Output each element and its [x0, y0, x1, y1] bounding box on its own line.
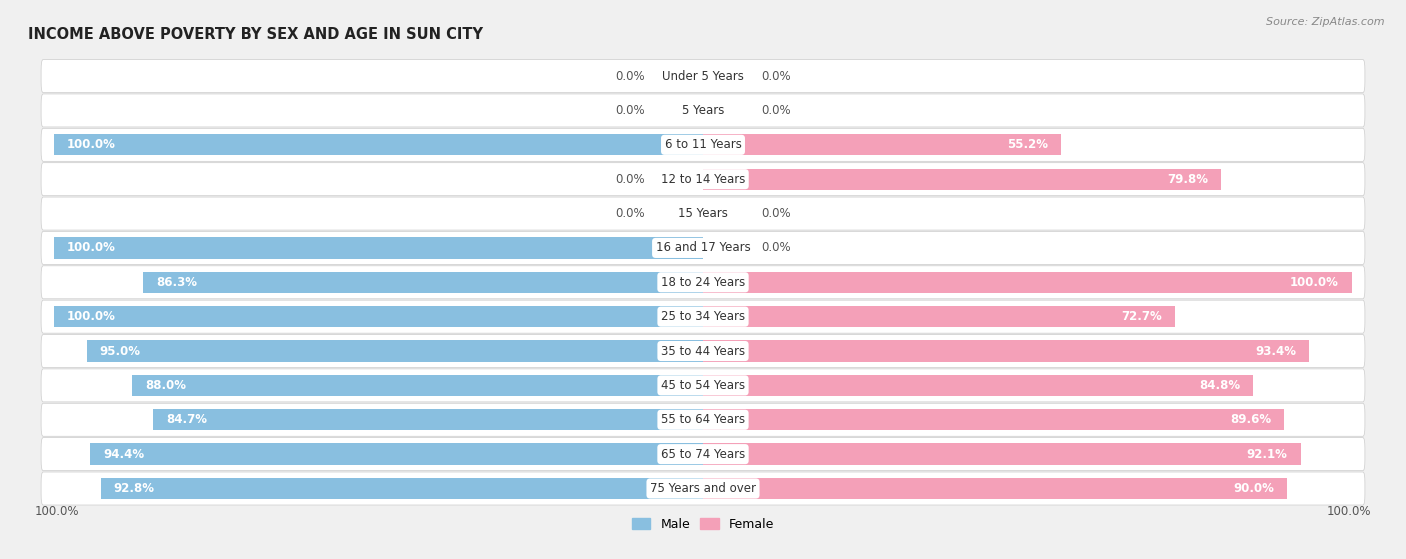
FancyBboxPatch shape [41, 94, 1365, 127]
Text: 65 to 74 Years: 65 to 74 Years [661, 448, 745, 461]
Text: Source: ZipAtlas.com: Source: ZipAtlas.com [1267, 17, 1385, 27]
Bar [101, 478, 703, 499]
Text: 100.0%: 100.0% [67, 310, 115, 323]
Text: 16 and 17 Years: 16 and 17 Years [655, 241, 751, 254]
Bar [153, 409, 703, 430]
Text: 35 to 44 Years: 35 to 44 Years [661, 344, 745, 358]
Text: 5 Years: 5 Years [682, 104, 724, 117]
FancyBboxPatch shape [41, 438, 1365, 471]
Text: 6 to 11 Years: 6 to 11 Years [665, 138, 741, 151]
Bar [703, 409, 1285, 430]
Bar [703, 375, 1253, 396]
Text: 86.3%: 86.3% [156, 276, 197, 289]
Bar [53, 306, 703, 328]
Text: 93.4%: 93.4% [1256, 344, 1296, 358]
Text: 0.0%: 0.0% [762, 241, 792, 254]
Text: 0.0%: 0.0% [614, 104, 644, 117]
Bar [132, 375, 703, 396]
Bar [90, 443, 703, 465]
Text: INCOME ABOVE POVERTY BY SEX AND AGE IN SUN CITY: INCOME ABOVE POVERTY BY SEX AND AGE IN S… [28, 27, 484, 42]
FancyBboxPatch shape [41, 403, 1365, 436]
Bar [703, 306, 1175, 328]
Text: 100.0%: 100.0% [1291, 276, 1339, 289]
Text: 75 Years and over: 75 Years and over [650, 482, 756, 495]
FancyBboxPatch shape [41, 334, 1365, 367]
Text: 0.0%: 0.0% [614, 173, 644, 186]
Text: 0.0%: 0.0% [614, 207, 644, 220]
Bar [53, 134, 703, 155]
Text: 92.1%: 92.1% [1247, 448, 1288, 461]
Text: 45 to 54 Years: 45 to 54 Years [661, 379, 745, 392]
Bar [703, 134, 1062, 155]
Text: 0.0%: 0.0% [762, 104, 792, 117]
FancyBboxPatch shape [41, 369, 1365, 402]
Text: 0.0%: 0.0% [614, 69, 644, 83]
Text: 90.0%: 90.0% [1233, 482, 1274, 495]
FancyBboxPatch shape [41, 231, 1365, 264]
Text: 0.0%: 0.0% [762, 69, 792, 83]
Legend: Male, Female: Male, Female [627, 513, 779, 536]
FancyBboxPatch shape [41, 300, 1365, 333]
Text: 72.7%: 72.7% [1121, 310, 1161, 323]
Text: 94.4%: 94.4% [104, 448, 145, 461]
FancyBboxPatch shape [41, 163, 1365, 196]
FancyBboxPatch shape [41, 60, 1365, 93]
Text: 92.8%: 92.8% [114, 482, 155, 495]
Text: 100.0%: 100.0% [1327, 505, 1371, 518]
Text: 84.7%: 84.7% [166, 413, 207, 427]
Text: 100.0%: 100.0% [67, 241, 115, 254]
Text: 15 Years: 15 Years [678, 207, 728, 220]
Bar [703, 168, 1220, 190]
Text: 95.0%: 95.0% [100, 344, 141, 358]
Bar [703, 272, 1353, 293]
Text: 0.0%: 0.0% [762, 207, 792, 220]
Text: 79.8%: 79.8% [1167, 173, 1208, 186]
Bar [143, 272, 703, 293]
Bar [87, 340, 703, 362]
Text: 55.2%: 55.2% [1007, 138, 1049, 151]
Text: 100.0%: 100.0% [67, 138, 115, 151]
Text: 18 to 24 Years: 18 to 24 Years [661, 276, 745, 289]
Bar [703, 340, 1309, 362]
Text: Under 5 Years: Under 5 Years [662, 69, 744, 83]
Bar [53, 237, 703, 259]
Text: 25 to 34 Years: 25 to 34 Years [661, 310, 745, 323]
Text: 12 to 14 Years: 12 to 14 Years [661, 173, 745, 186]
Text: 84.8%: 84.8% [1199, 379, 1240, 392]
Text: 89.6%: 89.6% [1230, 413, 1271, 427]
Bar [703, 443, 1301, 465]
FancyBboxPatch shape [41, 266, 1365, 299]
Text: 100.0%: 100.0% [35, 505, 79, 518]
FancyBboxPatch shape [41, 129, 1365, 162]
Bar [703, 478, 1286, 499]
Text: 55 to 64 Years: 55 to 64 Years [661, 413, 745, 427]
FancyBboxPatch shape [41, 197, 1365, 230]
FancyBboxPatch shape [41, 472, 1365, 505]
Text: 88.0%: 88.0% [145, 379, 186, 392]
